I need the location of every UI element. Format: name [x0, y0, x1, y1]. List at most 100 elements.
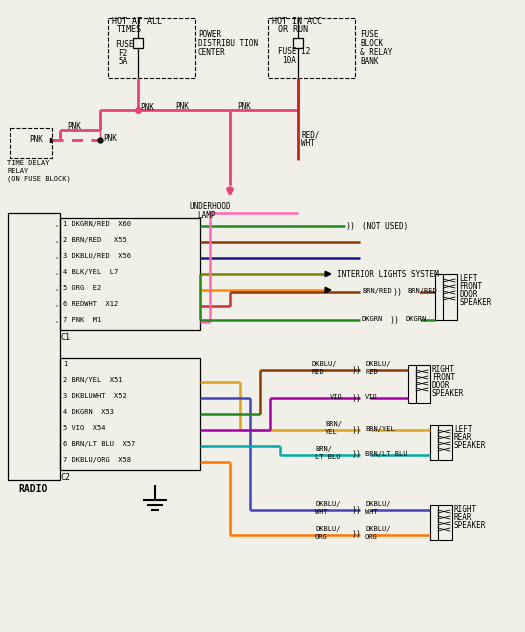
Text: BANK: BANK [360, 57, 379, 66]
Text: RED/: RED/ [301, 130, 320, 139]
Text: VIO: VIO [330, 394, 343, 400]
Bar [435, 274, 457, 320]
Text: VIO: VIO [365, 394, 378, 400]
Text: FRONT: FRONT [432, 373, 455, 382]
Text: )): )) [352, 530, 362, 540]
Text: DKBLU/: DKBLU/ [365, 501, 391, 507]
Text: (ON FUSE BLOCK): (ON FUSE BLOCK) [7, 176, 71, 183]
Text: DKGRN: DKGRN [361, 316, 382, 322]
Text: & RELAY: & RELAY [360, 48, 392, 57]
Text: 3 DKBLU/RED  X56: 3 DKBLU/RED X56 [63, 253, 131, 259]
Text: )): )) [352, 506, 362, 514]
Text: REAR: REAR [454, 433, 472, 442]
Text: PNK: PNK [103, 134, 117, 143]
Text: FUSE: FUSE [360, 30, 379, 39]
Text: WHT: WHT [301, 139, 315, 148]
Text: 6 BRN/LT BLU  X57: 6 BRN/LT BLU X57 [63, 441, 135, 447]
Text: 1: 1 [63, 361, 67, 367]
Text: )): )) [346, 221, 356, 231]
Text: 10A: 10A [282, 56, 296, 65]
Text: PNK: PNK [67, 122, 81, 131]
Text: 7 PNK  M1: 7 PNK M1 [63, 317, 101, 323]
Text: LAMP: LAMP [197, 211, 215, 220]
Text: LT BLU: LT BLU [315, 454, 341, 460]
Text: 6 REDWHT  X12: 6 REDWHT X12 [63, 301, 118, 307]
Text: SPEAKER: SPEAKER [454, 521, 486, 530]
Text: 4 BLK/YEL  L7: 4 BLK/YEL L7 [63, 269, 118, 275]
Text: 7 DKBLU/ORG  X58: 7 DKBLU/ORG X58 [63, 457, 131, 463]
Bar [60, 218, 200, 330]
Text: YEL: YEL [325, 429, 338, 435]
Text: WHT: WHT [365, 509, 378, 515]
Text: C1: C1 [60, 333, 70, 342]
Text: DOOR: DOOR [432, 381, 450, 390]
Text: DKBLU/: DKBLU/ [365, 361, 391, 367]
Text: RELAY: RELAY [7, 168, 28, 174]
Text: 5 ORG  E2: 5 ORG E2 [63, 285, 101, 291]
Text: 4 DKGRN  X53: 4 DKGRN X53 [63, 409, 114, 415]
Text: DOOR: DOOR [459, 290, 478, 299]
Bar [430, 505, 452, 540]
Text: 5A: 5A [118, 57, 127, 66]
Text: REAR: REAR [454, 513, 472, 522]
Text: LEFT: LEFT [454, 425, 472, 434]
Text: LEFT: LEFT [459, 274, 478, 283]
Text: BLOCK: BLOCK [360, 39, 383, 48]
Text: FUSE: FUSE [115, 40, 133, 49]
Text: SPEAKER: SPEAKER [432, 389, 465, 398]
Text: BRN/YEL: BRN/YEL [365, 426, 395, 432]
Text: )): )) [352, 451, 362, 459]
Text: )): )) [390, 315, 400, 324]
Text: ORG: ORG [365, 534, 378, 540]
Text: RIGHT: RIGHT [432, 365, 455, 374]
Text: INTERIOR LIGHTS SYSTEM: INTERIOR LIGHTS SYSTEM [337, 270, 439, 279]
Text: DKBLU/: DKBLU/ [315, 501, 341, 507]
Text: TIMES: TIMES [117, 25, 142, 34]
Text: RADIO: RADIO [18, 484, 47, 494]
Text: C2: C2 [60, 473, 70, 482]
Text: RED: RED [365, 369, 378, 375]
Text: DISTRIBU TION: DISTRIBU TION [198, 39, 258, 48]
Text: POWER: POWER [198, 30, 221, 39]
Text: PNK: PNK [29, 135, 43, 144]
Bar [268, 18, 355, 78]
Bar [408, 365, 430, 403]
Bar [8, 213, 60, 480]
Text: UNDERHOOD: UNDERHOOD [190, 202, 232, 211]
Text: OR RUN: OR RUN [278, 25, 308, 34]
Text: )): )) [352, 394, 362, 403]
Text: 3 DKBLUWHT  X52: 3 DKBLUWHT X52 [63, 393, 127, 399]
Text: FUSE 12: FUSE 12 [278, 47, 310, 56]
Text: SPEAKER: SPEAKER [459, 298, 491, 307]
Text: HOT AT ALL: HOT AT ALL [112, 17, 162, 26]
Bar [10, 128, 52, 158]
Text: )): )) [352, 425, 362, 435]
Text: DKBLU/: DKBLU/ [315, 526, 341, 532]
Text: BRN/LT BLU: BRN/LT BLU [365, 451, 407, 457]
Text: BRN/RED: BRN/RED [362, 288, 392, 294]
Text: BRN/RED: BRN/RED [407, 288, 437, 294]
Text: 2 BRN/RED   X55: 2 BRN/RED X55 [63, 237, 127, 243]
Text: WHT: WHT [315, 509, 328, 515]
Bar [133, 38, 143, 48]
Text: DKGRN: DKGRN [405, 316, 426, 322]
Text: 5 VIO  X54: 5 VIO X54 [63, 425, 106, 431]
Text: (NOT USED): (NOT USED) [362, 222, 408, 231]
Text: 1 DKGRN/RED  X60: 1 DKGRN/RED X60 [63, 221, 131, 227]
Text: RIGHT: RIGHT [454, 505, 477, 514]
Text: DKBLU/: DKBLU/ [312, 361, 338, 367]
Bar [108, 18, 195, 78]
Text: PNK: PNK [237, 102, 251, 111]
Text: BRN/: BRN/ [325, 421, 342, 427]
Text: F2: F2 [118, 49, 127, 58]
Text: )): )) [352, 365, 362, 375]
Bar [60, 358, 200, 470]
Text: 2 BRN/YEL  X51: 2 BRN/YEL X51 [63, 377, 122, 383]
Text: DKBLU/: DKBLU/ [365, 526, 391, 532]
Text: BRN/: BRN/ [315, 446, 332, 452]
Text: CENTER: CENTER [198, 48, 226, 57]
Text: FRONT: FRONT [459, 282, 482, 291]
Text: PNK: PNK [175, 102, 189, 111]
Text: RED: RED [312, 369, 325, 375]
Text: TIME DELAY: TIME DELAY [7, 160, 49, 166]
